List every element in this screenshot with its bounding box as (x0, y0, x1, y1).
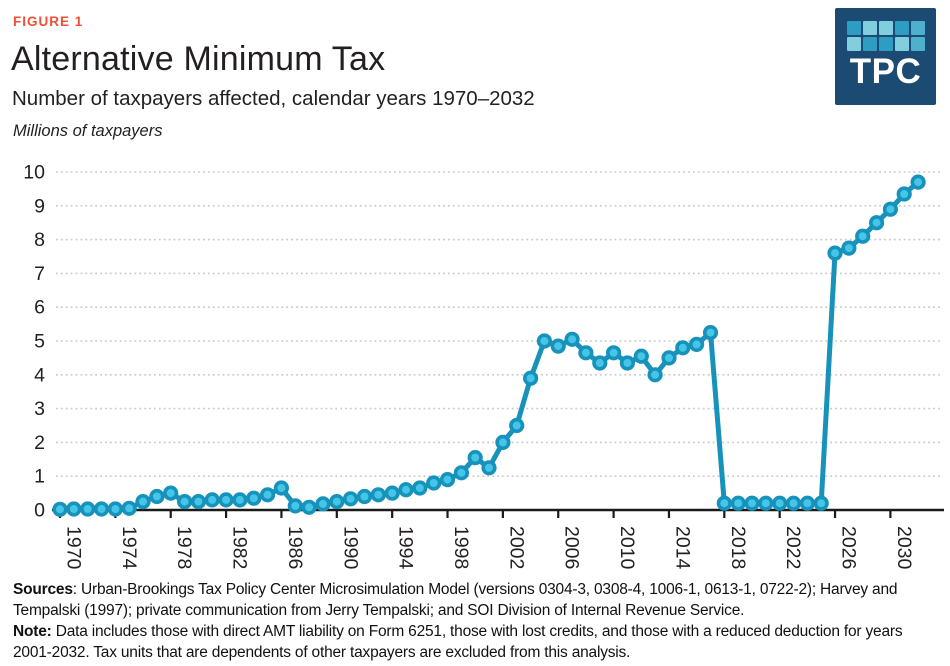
sources-text: : Urban-Brookings Tax Policy Center Micr… (13, 581, 898, 619)
svg-text:2010: 2010 (616, 526, 638, 570)
logo-text: TPC (849, 52, 922, 91)
svg-text:2: 2 (34, 432, 45, 454)
svg-text:2018: 2018 (727, 526, 749, 569)
logo-square (846, 37, 861, 51)
svg-text:2030: 2030 (893, 526, 915, 570)
svg-text:2022: 2022 (782, 526, 804, 569)
svg-text:1990: 1990 (339, 526, 361, 570)
svg-text:0: 0 (34, 500, 45, 522)
chart-area: 0 1 2 3 4 5 6 7 8 9 10 1970 1974 1978 1982 1986 1990 1994… (0, 148, 950, 580)
logo-square (862, 21, 877, 35)
svg-text:8: 8 (34, 229, 45, 251)
footer-note: Note: Data includes those with direct AM… (13, 621, 937, 663)
svg-text:1970: 1970 (63, 526, 85, 570)
tpc-logo: TPC (835, 8, 936, 105)
svg-text:4: 4 (34, 364, 45, 386)
svg-text:2026: 2026 (838, 526, 860, 569)
svg-text:1986: 1986 (284, 526, 306, 569)
logo-square (862, 37, 877, 51)
logo-square (894, 37, 909, 51)
logo-square (910, 37, 925, 51)
svg-text:2006: 2006 (561, 526, 583, 569)
svg-text:1974: 1974 (118, 526, 140, 570)
svg-text:1994: 1994 (395, 526, 417, 570)
logo-square (846, 21, 861, 35)
svg-text:2002: 2002 (505, 526, 527, 569)
footer-sources: Sources: Urban-Brookings Tax Policy Cent… (13, 579, 937, 621)
svg-text:9: 9 (34, 195, 45, 217)
svg-text:1: 1 (34, 466, 45, 488)
logo-square (894, 21, 909, 35)
logo-square-grid-icon (846, 21, 925, 51)
svg-text:7: 7 (34, 263, 45, 285)
page-subtitle: Number of taxpayers affected, calendar y… (12, 87, 535, 110)
svg-text:6: 6 (34, 297, 45, 319)
sources-label: Sources (13, 581, 73, 598)
y-axis-units-label: Millions of taxpayers (13, 122, 163, 140)
svg-text:1998: 1998 (450, 526, 472, 569)
logo-square (878, 37, 893, 51)
figure-label: FIGURE 1 (13, 14, 84, 29)
logo-square (910, 21, 925, 35)
note-label: Note: (13, 623, 52, 640)
svg-text:10: 10 (23, 162, 45, 184)
svg-text:3: 3 (34, 398, 45, 420)
svg-text:5: 5 (34, 331, 45, 353)
footer: Sources: Urban-Brookings Tax Policy Cent… (13, 579, 937, 663)
logo-square (878, 21, 893, 35)
svg-text:1978: 1978 (173, 526, 195, 569)
amt-line-chart: 0 1 2 3 4 5 6 7 8 9 10 1970 1974 1978 1982 1986 1990 1994… (23, 162, 944, 570)
page-title: Alternative Minimum Tax (11, 40, 386, 78)
note-text: Data includes those with direct AMT liab… (13, 623, 903, 661)
svg-text:1982: 1982 (229, 526, 251, 569)
svg-text:2014: 2014 (671, 526, 693, 570)
